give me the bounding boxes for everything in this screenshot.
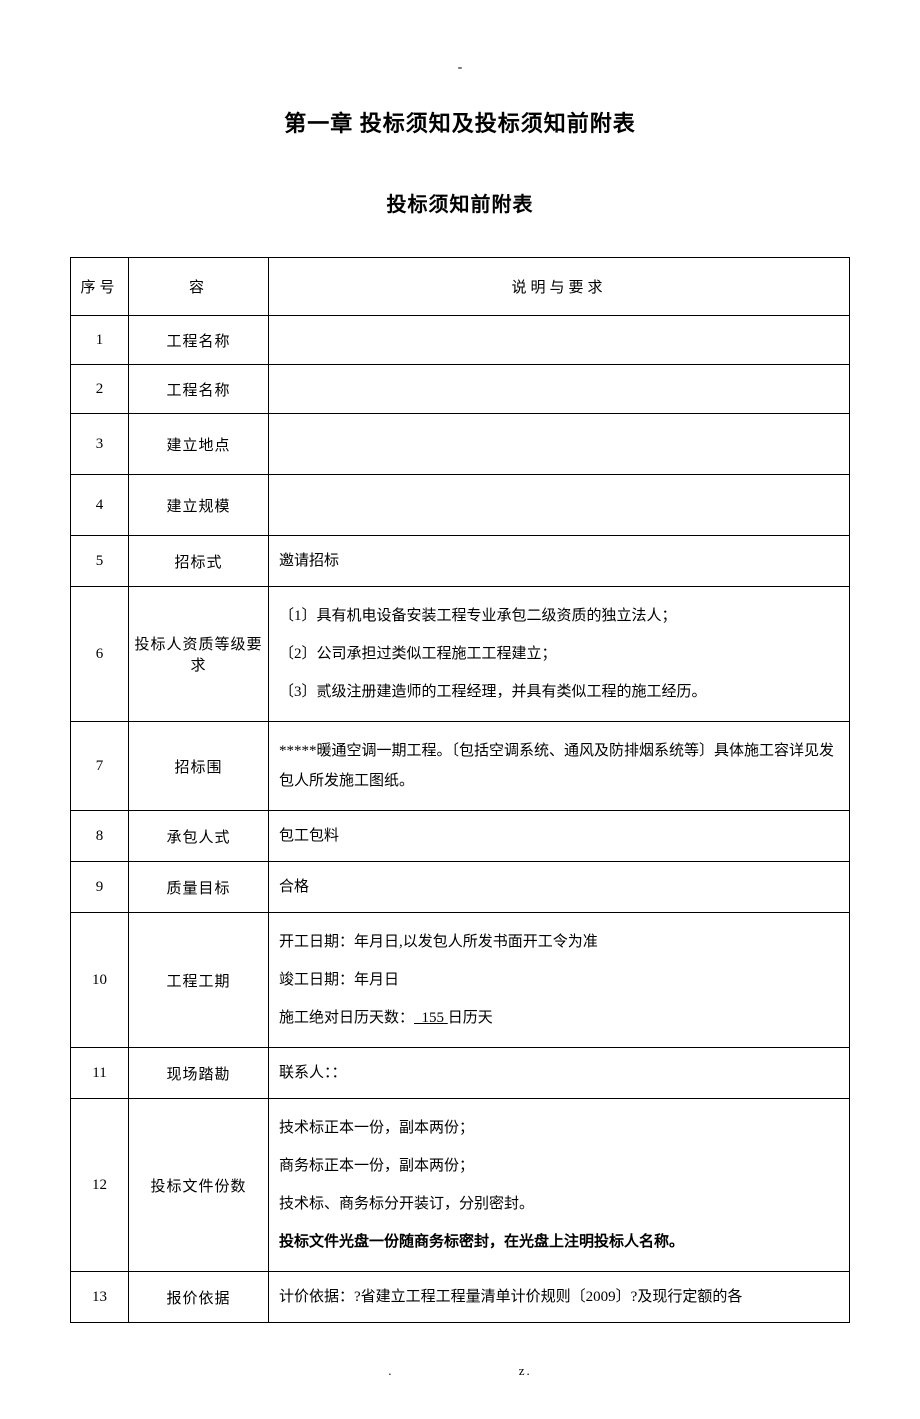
section-title: 投标须知前附表 <box>70 188 850 217</box>
cell-desc: 包工包料 <box>269 811 850 862</box>
cell-desc: 联系人：： <box>269 1048 850 1099</box>
header-seq: 序号 <box>71 258 129 316</box>
cell-desc: 〔1〕具有机电设备安装工程专业承包二级资质的独立法人；〔2〕公司承担过类似工程施… <box>269 587 850 722</box>
cell-seq: 9 <box>71 862 129 913</box>
table-row: 13报价依据计价依据：?省建立工程工程量清单计价规则〔2009〕?及现行定额的各 <box>71 1272 850 1323</box>
cell-desc <box>269 475 850 536</box>
cell-content: 现场踏勘 <box>129 1048 269 1099</box>
cell-seq: 3 <box>71 414 129 475</box>
cell-content: 承包人式 <box>129 811 269 862</box>
table-row: 5招标式邀请招标 <box>71 536 850 587</box>
cell-seq: 11 <box>71 1048 129 1099</box>
cell-content: 投标人资质等级要求 <box>129 587 269 722</box>
desc-line: *****暖通空调一期工程。〔包括空调系统、通风及防排烟系统等〕具体施工容详见发… <box>279 732 839 800</box>
page-footer: . z. <box>70 1363 850 1379</box>
cell-content: 招标式 <box>129 536 269 587</box>
desc-line: 施工绝对日历天数： 155 日历天 <box>279 999 839 1037</box>
cell-content: 工程名称 <box>129 365 269 414</box>
bid-notice-table: 序号 容 说明与要求 1工程名称2工程名称3建立地点4建立规模5招标式邀请招标6… <box>70 257 850 1323</box>
cell-desc: 计价依据：?省建立工程工程量清单计价规则〔2009〕?及现行定额的各 <box>269 1272 850 1323</box>
cell-seq: 5 <box>71 536 129 587</box>
desc-line: 竣工日期：年月日 <box>279 961 839 999</box>
table-row: 9质量目标合格 <box>71 862 850 913</box>
cell-desc: 合格 <box>269 862 850 913</box>
table-row: 1工程名称 <box>71 316 850 365</box>
top-dash-mark: - <box>70 60 850 76</box>
table-row: 10工程工期开工日期：年月日,以发包人所发书面开工令为准竣工日期：年月日施工绝对… <box>71 913 850 1048</box>
cell-seq: 1 <box>71 316 129 365</box>
cell-seq: 13 <box>71 1272 129 1323</box>
desc-line: 〔2〕公司承担过类似工程施工工程建立； <box>279 635 839 673</box>
table-row: 12投标文件份数技术标正本一份，副本两份；商务标正本一份，副本两份；技术标、商务… <box>71 1099 850 1272</box>
cell-content: 质量目标 <box>129 862 269 913</box>
header-content: 容 <box>129 258 269 316</box>
cell-seq: 12 <box>71 1099 129 1272</box>
table-row: 7招标围*****暖通空调一期工程。〔包括空调系统、通风及防排烟系统等〕具体施工… <box>71 722 850 811</box>
table-header-row: 序号 容 说明与要求 <box>71 258 850 316</box>
cell-content: 报价依据 <box>129 1272 269 1323</box>
chapter-title: 第一章 投标须知及投标须知前附表 <box>70 106 850 138</box>
cell-content: 建立规模 <box>129 475 269 536</box>
desc-line: 开工日期：年月日,以发包人所发书面开工令为准 <box>279 923 839 961</box>
table-row: 2工程名称 <box>71 365 850 414</box>
cell-seq: 8 <box>71 811 129 862</box>
cell-desc: 邀请招标 <box>269 536 850 587</box>
desc-line: 技术标、商务标分开装订，分别密封。 <box>279 1185 839 1223</box>
cell-desc: 开工日期：年月日,以发包人所发书面开工令为准竣工日期：年月日施工绝对日历天数： … <box>269 913 850 1048</box>
cell-content: 投标文件份数 <box>129 1099 269 1272</box>
cell-content: 建立地点 <box>129 414 269 475</box>
cell-content: 工程名称 <box>129 316 269 365</box>
cell-seq: 2 <box>71 365 129 414</box>
header-desc: 说明与要求 <box>269 258 850 316</box>
cell-desc <box>269 316 850 365</box>
desc-line: 〔1〕具有机电设备安装工程专业承包二级资质的独立法人； <box>279 597 839 635</box>
table-row: 4建立规模 <box>71 475 850 536</box>
cell-desc <box>269 365 850 414</box>
table-row: 6投标人资质等级要求〔1〕具有机电设备安装工程专业承包二级资质的独立法人；〔2〕… <box>71 587 850 722</box>
table-row: 3建立地点 <box>71 414 850 475</box>
table-row: 8承包人式包工包料 <box>71 811 850 862</box>
cell-content: 招标围 <box>129 722 269 811</box>
desc-line: 商务标正本一份，副本两份； <box>279 1147 839 1185</box>
cell-content: 工程工期 <box>129 913 269 1048</box>
desc-line: 技术标正本一份，副本两份； <box>279 1109 839 1147</box>
cell-desc: *****暖通空调一期工程。〔包括空调系统、通风及防排烟系统等〕具体施工容详见发… <box>269 722 850 811</box>
cell-seq: 6 <box>71 587 129 722</box>
desc-line: 〔3〕贰级注册建造师的工程经理，并具有类似工程的施工经历。 <box>279 673 839 711</box>
table-row: 11现场踏勘联系人：： <box>71 1048 850 1099</box>
cell-seq: 7 <box>71 722 129 811</box>
cell-desc: 技术标正本一份，副本两份；商务标正本一份，副本两份；技术标、商务标分开装订，分别… <box>269 1099 850 1272</box>
cell-seq: 10 <box>71 913 129 1048</box>
footer-right: z. <box>519 1363 532 1378</box>
footer-left: . <box>388 1363 393 1378</box>
desc-line: 投标文件光盘一份随商务标密封，在光盘上注明投标人名称。 <box>279 1223 839 1261</box>
cell-seq: 4 <box>71 475 129 536</box>
cell-desc <box>269 414 850 475</box>
